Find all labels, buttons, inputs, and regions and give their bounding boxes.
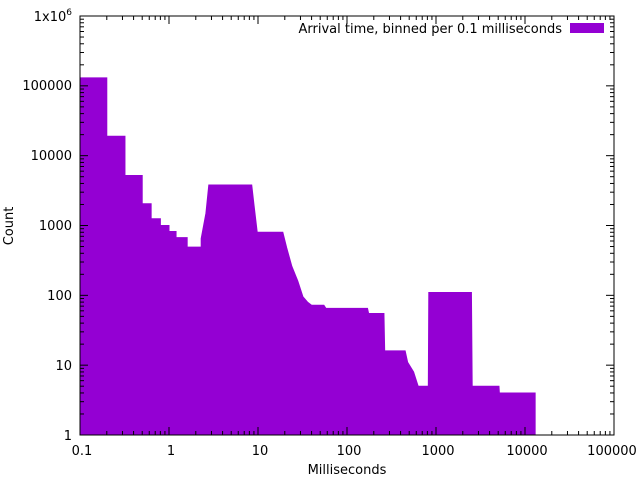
y-tick-label-1: 1	[64, 429, 72, 444]
legend-swatch	[570, 23, 604, 33]
x-tick-label-10: 10	[252, 444, 269, 459]
x-axis-title: Milliseconds	[308, 463, 387, 478]
x-tick-label-100000: 100000	[587, 444, 637, 459]
legend-label: Arrival time, binned per 0.1 millisecond…	[298, 22, 562, 37]
series-area-layer	[79, 77, 536, 436]
y-tick-label-1e6: 1x106	[34, 8, 73, 25]
y-axis-title: Count	[2, 207, 17, 246]
x-tick-label-10000: 10000	[506, 444, 547, 459]
y-tick-label-10: 10	[55, 359, 72, 374]
y-tick-label-100000: 100000	[22, 79, 72, 94]
ticks-layer	[79, 15, 615, 436]
x-tick-label-1: 1	[167, 444, 175, 459]
y-tick-label-10000: 10000	[31, 149, 72, 164]
y-tick-label-100: 100	[47, 289, 72, 304]
x-tick-label-0.1: 0.1	[72, 444, 93, 459]
x-tick-label-1000: 1000	[421, 444, 454, 459]
x-tick-label-100: 100	[337, 444, 362, 459]
series-area-0	[79, 77, 536, 436]
y-tick-label-1000: 1000	[39, 219, 72, 234]
